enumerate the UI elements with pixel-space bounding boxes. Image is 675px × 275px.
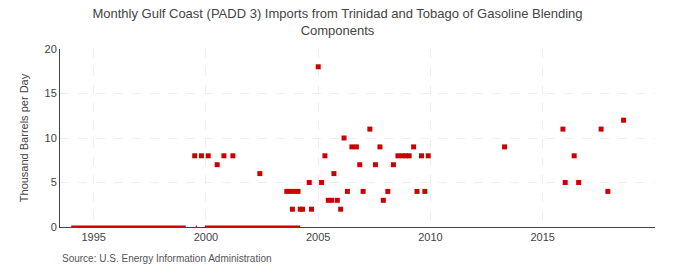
svg-text:Monthly Gulf Coast (PADD 3) Im: Monthly Gulf Coast (PADD 3) Imports from… [92, 6, 582, 38]
svg-text:2015: 2015 [530, 231, 554, 243]
svg-text:Source: U.S. Energy Informatio: Source: U.S. Energy Information Administ… [62, 253, 272, 264]
svg-text:10: 10 [45, 132, 57, 144]
svg-text:2005: 2005 [306, 231, 330, 243]
svg-text:1995: 1995 [81, 231, 105, 243]
svg-text:2000: 2000 [194, 231, 218, 243]
svg-text:Thousand Barrels per Day: Thousand Barrels per Day [18, 73, 30, 202]
svg-text:5: 5 [51, 176, 57, 188]
svg-text:20: 20 [45, 43, 57, 55]
svg-text:0: 0 [51, 221, 57, 233]
svg-text:15: 15 [45, 87, 57, 99]
svg-text:2010: 2010 [418, 231, 442, 243]
